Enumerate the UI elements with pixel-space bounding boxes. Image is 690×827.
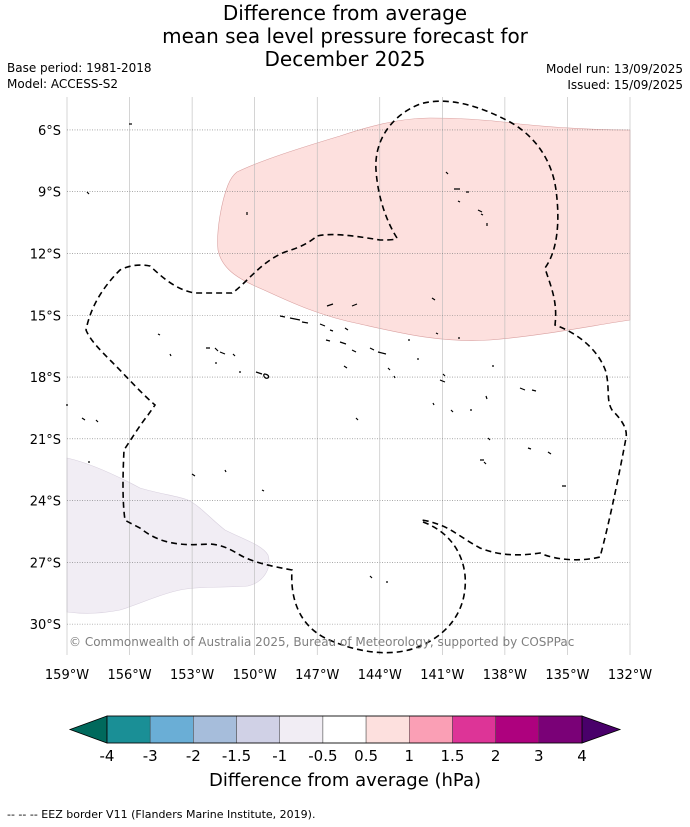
issued-date: Issued: 15/09/2025	[567, 78, 683, 92]
title-line-3: December 2025	[264, 47, 426, 71]
lon-tick-label: 144°W	[358, 668, 402, 683]
lat-tick-label: 27°S	[30, 556, 61, 571]
island	[343, 365, 396, 379]
meta-right: Model run: 13/09/2025 Issued: 15/09/2025	[546, 61, 683, 93]
island	[439, 365, 494, 383]
island	[66, 404, 99, 423]
island	[261, 485, 566, 583]
islands	[66, 123, 566, 583]
colorbar-title: Difference from average (hPa)	[208, 770, 482, 791]
lon-tick-label: 141°W	[420, 668, 464, 683]
title-line-1: Difference from average	[222, 1, 468, 25]
map-panel	[66, 97, 631, 655]
base-period: Base period: 1981-2018	[7, 61, 152, 75]
colorbar-swatch	[409, 715, 453, 744]
colorbar-swatch	[149, 715, 194, 744]
eez-line-north	[375, 100, 628, 561]
colorbar: -4 -3 -2 -1.5 -1 -0.5 0.5 1 1.5 2 3 4	[68, 715, 622, 765]
model-run: Model run: 13/09/2025	[545, 62, 683, 76]
colorbar-tick-label: -4	[100, 747, 115, 765]
colorbar-tick-label: 3	[534, 747, 544, 765]
colorbar-tick-label: -1.5	[222, 747, 251, 765]
colorbar-swatch	[236, 715, 280, 744]
colorbar-under-extend	[68, 715, 108, 744]
colorbar-swatch	[495, 715, 540, 744]
lat-tick-label: 18°S	[30, 371, 61, 386]
island	[408, 332, 460, 360]
colorbar-tick-label: 1	[404, 747, 414, 765]
colorbar-tick-label: -2	[186, 747, 201, 765]
island	[215, 362, 241, 373]
lon-tick-label: 159°W	[45, 668, 89, 683]
map-title: Difference from average mean sea level p…	[0, 2, 690, 71]
island	[326, 303, 358, 307]
colorbar-tick-label: -3	[143, 747, 158, 765]
island	[255, 371, 270, 379]
lat-tick-label: 21°S	[30, 433, 61, 448]
colorbar-swatch	[193, 715, 237, 744]
lat-tick-labels: 6°S 9°S 12°S 15°S 18°S 21°S 24°S 27°S 30°S	[30, 124, 61, 633]
gridlines	[66, 97, 631, 655]
colorbar-tick-label: -0.5	[308, 747, 337, 765]
eez-border	[85, 100, 628, 654]
eez-line-south	[85, 233, 467, 654]
island	[527, 447, 552, 455]
lon-tick-label: 132°W	[608, 668, 652, 683]
island	[431, 297, 436, 301]
island	[454, 188, 469, 203]
island	[86, 191, 90, 195]
colorbar-tick-label: 1.5	[441, 747, 465, 765]
island	[206, 347, 236, 357]
lon-tick-label: 153°W	[170, 668, 214, 683]
island	[477, 209, 488, 226]
island	[432, 395, 488, 413]
island	[445, 171, 449, 175]
colorbar-swatch	[538, 715, 583, 744]
island	[279, 315, 309, 324]
island	[319, 323, 349, 345]
lon-tick-label: 138°W	[483, 668, 527, 683]
colorbar-frame	[106, 715, 583, 744]
lat-tick-label: 30°S	[30, 618, 61, 633]
colorbar-swatch	[106, 715, 151, 744]
lon-tick-labels: 159°W 156°W 153°W 150°W 147°W 144°W 141°W 138°W…	[45, 668, 652, 683]
island	[88, 461, 227, 477]
positive-anomaly-region	[217, 117, 631, 341]
island	[157, 333, 172, 357]
lon-tick-label: 150°W	[233, 668, 277, 683]
colorbar-swatch	[322, 715, 367, 744]
meta-left: Base period: 1981-2018 Model: ACCESS-S2	[7, 60, 152, 92]
copyright-text: © Commonwealth of Australia 2025, Bureau…	[69, 635, 574, 649]
island	[355, 417, 491, 465]
colorbar-swatch	[365, 715, 410, 744]
eez-legend-footer: -- -- -- EEZ border V11 (Flanders Marine…	[7, 808, 316, 821]
lon-tick-label: 147°W	[295, 668, 339, 683]
colorbar-swatch	[279, 715, 324, 744]
colorbar-over-extend	[581, 715, 622, 744]
island	[351, 347, 387, 355]
lat-tick-label: 24°S	[30, 495, 61, 510]
lat-tick-label: 6°S	[38, 124, 61, 139]
lat-tick-label: 12°S	[30, 247, 61, 262]
lat-tick-label: 15°S	[30, 309, 61, 324]
colorbar-tick-label: -1	[272, 747, 287, 765]
colorbar-tick-label: 2	[491, 747, 501, 765]
negative-anomaly-region	[66, 457, 270, 614]
colorbar-tick-label: 0.5	[354, 747, 378, 765]
lon-tick-label: 156°W	[107, 668, 151, 683]
lat-tick-label: 9°S	[38, 186, 61, 201]
model-name: Model: ACCESS-S2	[7, 77, 119, 91]
lon-tick-label: 135°W	[545, 668, 589, 683]
colorbar-tick-label: 4	[577, 747, 587, 765]
island	[519, 387, 537, 392]
title-line-2: mean sea level pressure forecast for	[162, 24, 528, 48]
colorbar-swatch	[452, 715, 496, 744]
